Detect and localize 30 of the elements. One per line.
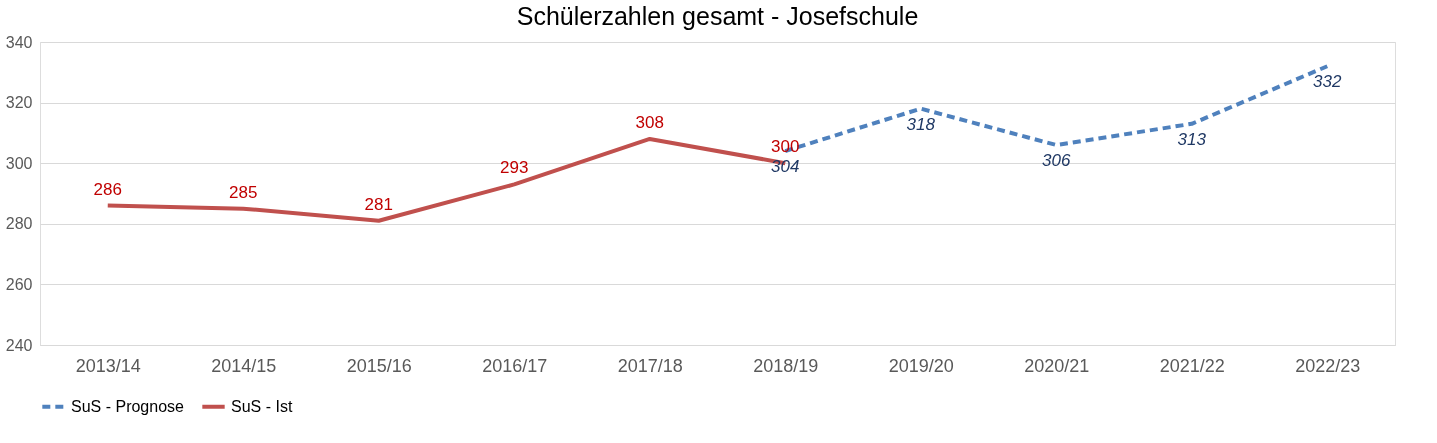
legend-label: SuS - Ist	[231, 397, 293, 415]
chart-title: Schülerzahlen gesamt - Josefschule	[516, 2, 919, 30]
y-tick-label: 300	[5, 154, 33, 172]
data-label: 304	[771, 157, 800, 177]
x-tick-label: 2016/17	[482, 355, 548, 376]
data-label: 332	[1313, 72, 1342, 92]
data-label: 313	[1177, 129, 1207, 149]
x-tick-label: 2017/18	[617, 355, 683, 376]
data-label: 293	[500, 158, 529, 178]
x-tick-label: 2018/19	[753, 355, 819, 376]
y-tick-label: 260	[5, 275, 33, 293]
data-label: 308	[635, 112, 664, 132]
y-tick-label: 280	[5, 215, 33, 233]
legend-label: SuS - Prognose	[71, 397, 185, 415]
x-tick-label: 2021/22	[1159, 355, 1225, 376]
data-label: 306	[1042, 151, 1071, 171]
data-label: 318	[906, 114, 936, 134]
data-label: 286	[93, 179, 122, 199]
x-tick-label: 2015/16	[346, 355, 412, 376]
data-label: 300	[771, 137, 800, 157]
data-label: 281	[364, 194, 393, 214]
y-tick-label: 320	[5, 94, 33, 112]
x-tick-label: 2022/23	[1295, 355, 1361, 376]
x-tick-label: 2020/21	[1024, 355, 1090, 376]
x-tick-label: 2014/15	[211, 355, 277, 376]
y-tick-label: 240	[5, 336, 33, 354]
x-tick-label: 2013/14	[75, 355, 141, 376]
x-tick-label: 2019/20	[888, 355, 954, 376]
y-tick-label: 340	[5, 33, 33, 51]
data-label: 285	[229, 182, 258, 202]
